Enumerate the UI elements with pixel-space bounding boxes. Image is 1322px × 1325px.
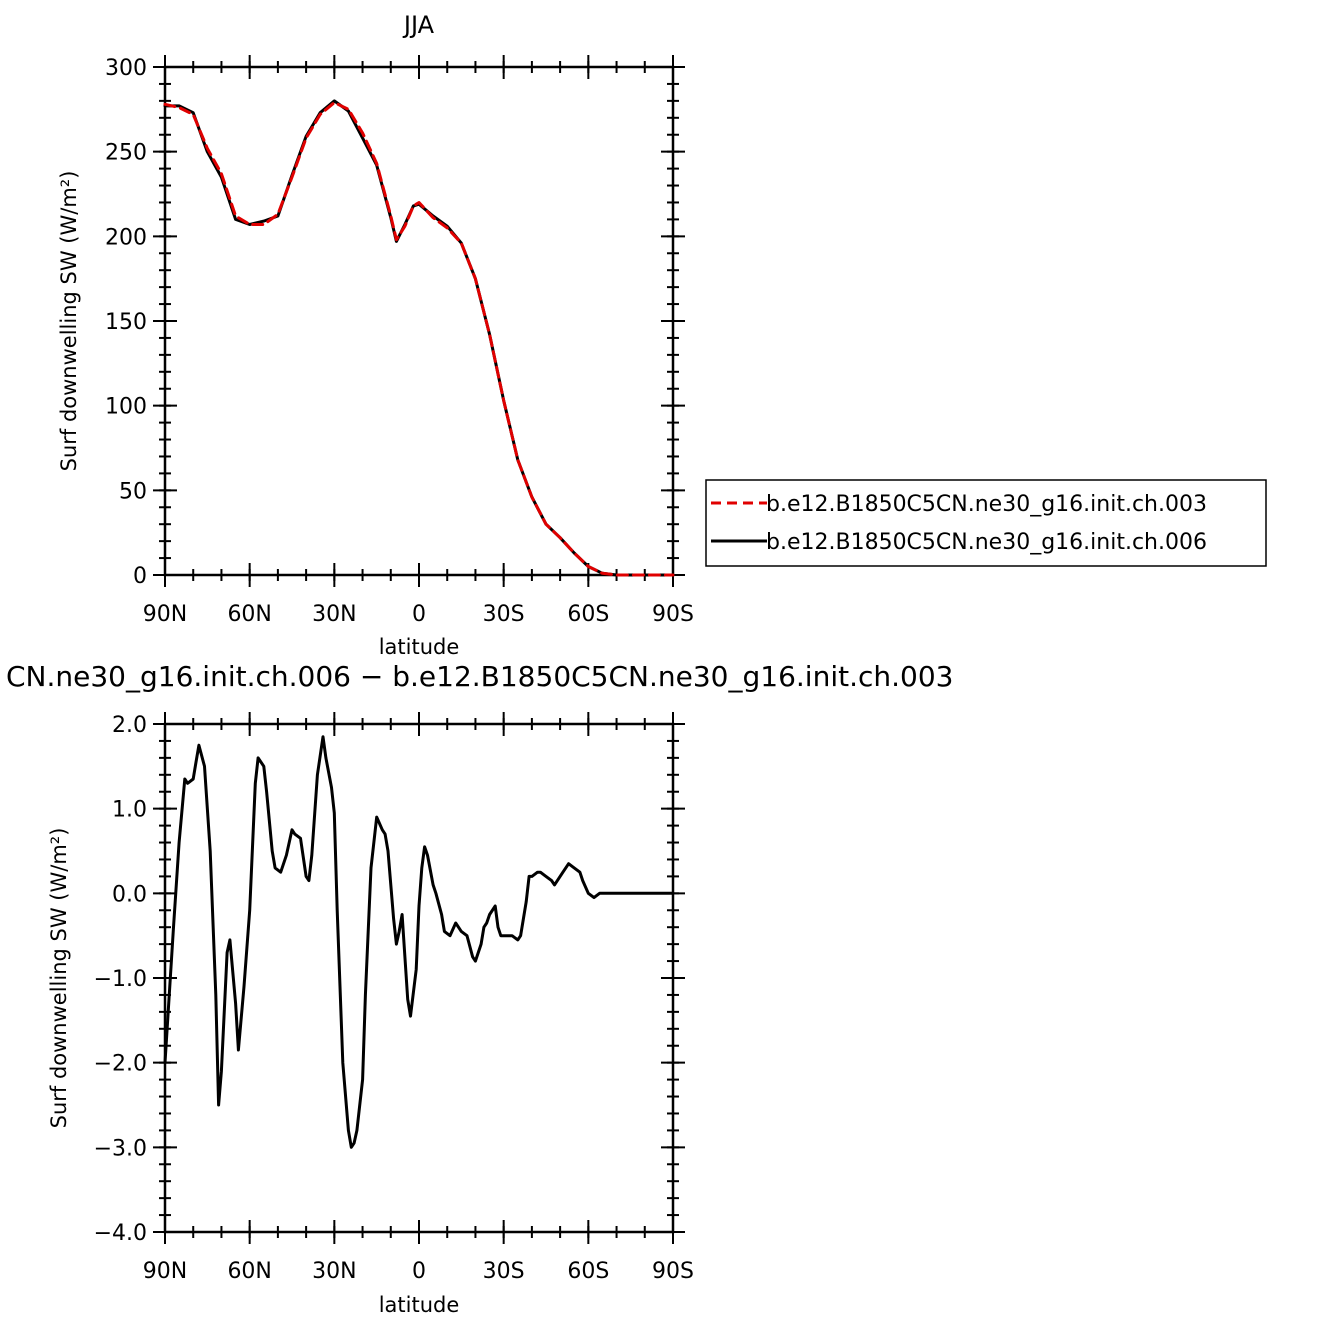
y-tick-label: 50 [119,479,147,504]
top-x-axis: 90N 60N 30N 0 30S 60S 90S [143,55,694,627]
x-tick-label: 30S [483,1259,525,1284]
top-x-axis-label: latitude [379,635,460,659]
bottom-chart: CN.ne30_g16.init.ch.006 − b.e12.B1850C5C… [6,660,953,1317]
y-tick-label: −3.0 [94,1136,147,1161]
x-tick-label: 60N [227,602,271,627]
bottom-plot-frame [163,722,675,1234]
y-tick-label: 100 [105,395,147,420]
legend-box [705,479,1267,567]
bottom-y-axis-label: Surf downwelling SW (W/m²) [47,828,71,1129]
bottom-x-axis-label: latitude [379,1293,460,1317]
x-tick-label: 60S [567,602,609,627]
x-tick-label: 90N [143,1259,187,1284]
y-tick-label: −4.0 [94,1221,147,1246]
y-tick-label: 150 [105,310,147,335]
bottom-chart-title: CN.ne30_g16.init.ch.006 − b.e12.B1850C5C… [6,660,953,693]
top-plot-frame [163,65,675,577]
legend: b.e12.B1850C5CN.ne30_g16.init.ch.003 b.e… [705,479,1267,567]
y-tick-label: 300 [105,56,147,81]
x-tick-label: 90S [652,602,694,627]
y-tick-label: 0 [133,564,147,589]
legend-entry-006: b.e12.B1850C5CN.ne30_g16.init.ch.006 [766,530,1207,555]
top-y-axis-label: Surf downwelling SW (W/m²) [57,171,81,472]
y-tick-label: 1.0 [112,798,147,823]
bottom-series-group [163,735,675,1149]
series-line-0-1 [163,101,675,577]
series-line-0-0 [163,99,675,577]
x-tick-label: 30N [312,602,356,627]
x-tick-label: 0 [412,602,426,627]
x-tick-label: 90S [652,1259,694,1284]
x-tick-label: 0 [412,1259,426,1284]
y-tick-label: 250 [105,141,147,166]
y-tick-label: 2.0 [112,713,147,738]
x-tick-label: 30S [483,602,525,627]
series-line-1-0 [163,735,675,1149]
bottom-y-axis: −4.0 −3.0 −2.0 −1.0 0.0 1.0 2.0 [94,713,685,1246]
top-chart-title: JJA [402,11,435,39]
x-tick-label: 60S [567,1259,609,1284]
top-series-group [163,99,675,577]
bottom-x-axis: 90N 60N 30N 0 30S 60S 90S [143,712,694,1284]
top-y-axis: 0 50 100 150 200 250 300 [105,56,685,589]
x-tick-label: 90N [143,602,187,627]
y-tick-label: −1.0 [94,967,147,992]
legend-entry-003: b.e12.B1850C5CN.ne30_g16.init.ch.003 [766,492,1207,517]
y-tick-label: 0.0 [112,882,147,907]
y-tick-label: 200 [105,225,147,250]
y-tick-label: −2.0 [94,1052,147,1077]
x-tick-label: 30N [312,1259,356,1284]
x-tick-label: 60N [227,1259,271,1284]
